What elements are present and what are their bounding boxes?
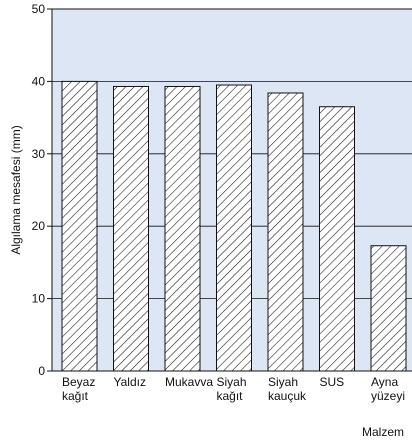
axes (51, 8, 412, 372)
x-axis-title: Malzem (362, 425, 404, 439)
y-tick-label: 50 (32, 2, 46, 16)
bar (164, 85, 201, 372)
y-tick-label: 0 (38, 364, 45, 378)
x-category-label: Ayna yüzeyi (371, 375, 405, 403)
x-category-label: Beyaz kağıt (62, 375, 95, 403)
x-category-labels: Beyaz kağıt Yaldız Mukavva Siyah kağıt Siyah ka… (62, 375, 405, 403)
bar (61, 80, 98, 372)
x-category-label: Mukavva (165, 375, 213, 389)
x-category-label: Siyah kağıt (217, 375, 247, 403)
x-category-label: Yaldız (114, 375, 146, 389)
y-tick-label: 30 (32, 147, 46, 161)
bar (216, 84, 252, 372)
y-axis-title: Algılama mesafesi (mm) (9, 125, 23, 254)
bar (267, 92, 304, 372)
x-category-label: Siyah kauçuk (268, 375, 307, 403)
bars (61, 80, 407, 372)
y-tick-label: 40 (32, 74, 46, 88)
y-tick-label: 10 (32, 292, 46, 306)
bar (319, 106, 355, 372)
y-tick-label: 20 (32, 219, 46, 233)
y-tick-labels: 0 10 20 30 40 50 (32, 2, 52, 378)
bar (370, 245, 407, 372)
x-category-label: SUS (320, 375, 345, 389)
bar (113, 85, 149, 372)
